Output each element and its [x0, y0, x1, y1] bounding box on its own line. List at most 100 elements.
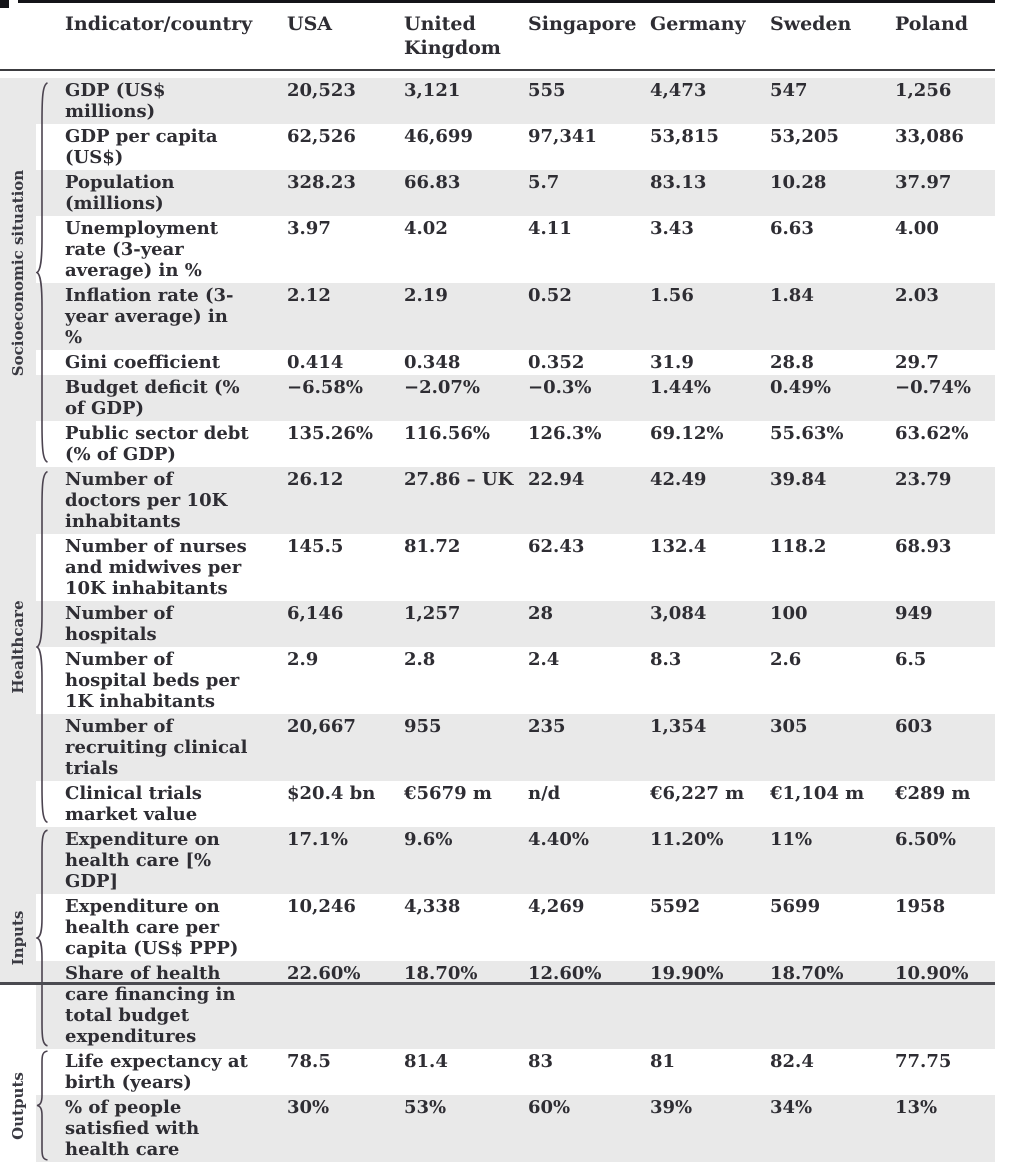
value-cell: 4,473	[650, 80, 707, 101]
value-cell: 29.7	[895, 352, 939, 373]
value-cell: 62.43	[528, 536, 585, 557]
value-cell: 0.52	[528, 285, 572, 306]
column-header-country: Singapore	[528, 13, 637, 35]
value-cell: 3.43	[650, 218, 694, 239]
value-cell: 66.83	[404, 172, 461, 193]
statistics-table: Indicator/country USA United Kingdom Sin…	[0, 0, 995, 1162]
value-cell: 949	[895, 603, 933, 624]
value-cell: 0.414	[287, 352, 344, 373]
table-row: Public sector debt (% of GDP) 135.26% 116.…	[36, 421, 995, 467]
value-cell: 33,086	[895, 126, 964, 147]
value-cell: 31.9	[650, 352, 694, 373]
section-brace-icon	[36, 468, 49, 826]
value-cell: 955	[404, 716, 442, 737]
value-cell: 22.60%	[287, 963, 361, 984]
value-cell: 4,269	[528, 896, 585, 917]
value-cell: 37.97	[895, 172, 952, 193]
value-cell: €6,227 m	[650, 783, 745, 804]
value-cell: 1,354	[650, 716, 707, 737]
column-header-country: Germany	[650, 13, 746, 35]
indicator-label: Gini coefficient	[65, 352, 221, 373]
value-cell: 30%	[287, 1097, 330, 1118]
table-row: Clinical trials market value $20.4 bn €567…	[36, 781, 995, 827]
value-cell: 6,146	[287, 603, 344, 624]
section-label-cell: Healthcare	[0, 467, 36, 827]
table-row: Number of hospital beds per 1K inhabitan…	[36, 647, 995, 714]
value-cell: 126.3%	[528, 423, 602, 444]
value-cell: 2.12	[287, 285, 331, 306]
value-cell: 4,338	[404, 896, 461, 917]
table-row: Expenditure on health care per capita (U…	[36, 894, 995, 961]
value-cell: 81	[650, 1051, 676, 1072]
indicator-label: Clinical trials market value	[65, 783, 202, 825]
indicator-label: Number of doctors per 10K inhabitants	[65, 469, 228, 532]
value-cell: 10,246	[287, 896, 356, 917]
value-cell: 78.5	[287, 1051, 331, 1072]
table-body: Socioeconomic situation GDP (US$ millions…	[0, 78, 995, 1162]
value-cell: 603	[895, 716, 933, 737]
indicator-label: Number of nurses and midwives per 10K in…	[65, 536, 247, 599]
value-cell: 10.28	[770, 172, 827, 193]
indicator-label: % of people satisfied with health care	[65, 1097, 200, 1160]
value-cell: 235	[528, 716, 566, 737]
section-label-cell: Socioeconomic situation	[0, 78, 36, 467]
value-cell: −0.3%	[528, 377, 592, 398]
section-label-cell: Inputs	[0, 827, 36, 1049]
value-cell: 132.4	[650, 536, 707, 557]
table-row: Number of recruiting clinical trials 20,6…	[36, 714, 995, 781]
value-cell: 547	[770, 80, 808, 101]
value-cell: 3.97	[287, 218, 331, 239]
column-header-country: United Kingdom	[404, 13, 501, 59]
value-cell: 3,084	[650, 603, 707, 624]
indicator-label: GDP (US$ millions)	[65, 80, 166, 122]
value-cell: 12.60%	[528, 963, 602, 984]
value-cell: 4.11	[528, 218, 572, 239]
value-cell: 5.7	[528, 172, 560, 193]
value-cell: 39.84	[770, 469, 827, 490]
value-cell: 63.62%	[895, 423, 969, 444]
value-cell: 53,815	[650, 126, 719, 147]
value-cell: 62,526	[287, 126, 356, 147]
value-cell: 100	[770, 603, 808, 624]
value-cell: 1.84	[770, 285, 814, 306]
table-row: Unemployment rate (3-year average) in % 3…	[36, 216, 995, 283]
value-cell: 1,257	[404, 603, 461, 624]
section-rows: Expenditure on health care [% GDP] 17.1% 9…	[36, 827, 995, 1049]
table-row: Inflation rate (3-year average) in % 2.12…	[36, 283, 995, 350]
section-label-strip	[0, 78, 36, 982]
value-cell: −6.58%	[287, 377, 364, 398]
section-label: Socioeconomic situation	[9, 169, 27, 376]
value-cell: €5679 m	[404, 783, 492, 804]
section-label-cell: Outputs	[0, 1049, 36, 1162]
top-rule	[18, 0, 995, 3]
value-cell: 81.4	[404, 1051, 448, 1072]
value-cell: 1,256	[895, 80, 952, 101]
section-label: Healthcare	[9, 600, 27, 694]
header-gutter	[36, 12, 50, 60]
value-cell: 55.63%	[770, 423, 844, 444]
value-cell: 23.79	[895, 469, 952, 490]
value-cell: 10.90%	[895, 963, 969, 984]
value-cell: 6.63	[770, 218, 814, 239]
value-cell: 118.2	[770, 536, 827, 557]
value-cell: 145.5	[287, 536, 344, 557]
value-cell: 555	[528, 80, 566, 101]
value-cell: 53,205	[770, 126, 839, 147]
value-cell: 20,667	[287, 716, 356, 737]
value-cell: 19.90%	[650, 963, 724, 984]
value-cell: 28.8	[770, 352, 814, 373]
table-row: Gini coefficient 0.414 0.348 0.352 31.9 28.8 2…	[36, 350, 995, 375]
table-row: Share of health care financing in total …	[36, 961, 995, 1049]
table-row: Life expectancy at birth (years) 78.5 81.4…	[36, 1049, 995, 1095]
value-cell: 42.49	[650, 469, 707, 490]
section-brace-icon	[36, 79, 49, 466]
value-cell: €1,104 m	[770, 783, 865, 804]
value-cell: 2.8	[404, 649, 436, 670]
section-socioeconomic-situation: Socioeconomic situation GDP (US$ millions…	[0, 78, 995, 467]
table-row: Population (millions) 328.23 66.83 5.7 83.13…	[36, 170, 995, 216]
value-cell: 81.72	[404, 536, 461, 557]
value-cell: 2.19	[404, 285, 448, 306]
value-cell: 17.1%	[287, 829, 348, 850]
value-cell: 39%	[650, 1097, 693, 1118]
value-cell: 116.56%	[404, 423, 490, 444]
